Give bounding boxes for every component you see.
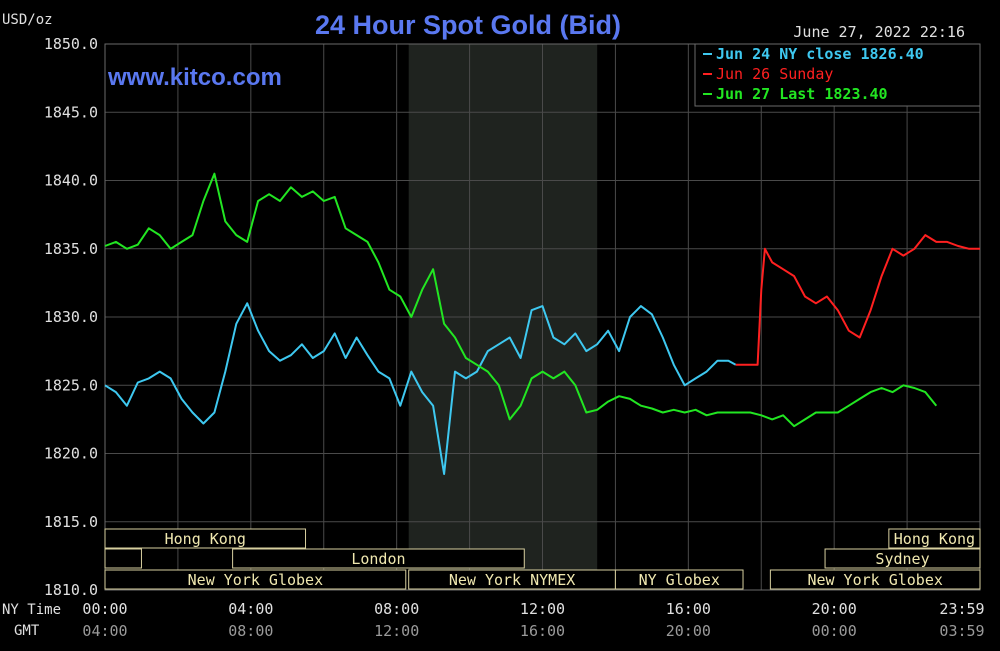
ny-time-tick: 16:00 <box>666 600 711 618</box>
plot-border <box>104 43 981 591</box>
session-label: New York NYMEX <box>449 571 575 589</box>
ny-time-tick: 23:59 <box>939 600 984 618</box>
legend-sunday: Jun 26 Sunday <box>716 65 833 83</box>
chart-title: 24 Hour Spot Gold (Bid) <box>315 10 621 40</box>
session-bar <box>232 548 525 569</box>
session-bars: Hong Kong Hong Kong London Sydney New York G… <box>104 528 981 590</box>
session-bar <box>104 569 407 590</box>
ny-time-tick: 08:00 <box>374 600 419 618</box>
website-label: www.kitco.com <box>107 64 282 91</box>
gmt-tick: 08:00 <box>228 622 273 640</box>
session-label: New York Globex <box>188 571 323 589</box>
ny-time-tick: 00:00 <box>82 600 127 618</box>
session-label: NY Globex <box>639 571 720 589</box>
y-tick-label: 1850.0 <box>44 35 98 53</box>
legend-last: Jun 27 Last 1823.40 <box>716 85 888 103</box>
session-bar <box>824 548 981 569</box>
gmt-tick: 16:00 <box>520 622 565 640</box>
session-label: Hong Kong <box>165 530 246 548</box>
session-bar <box>614 569 744 590</box>
legend-box <box>694 43 981 107</box>
session-bar <box>104 528 307 549</box>
session-label: Hong Kong <box>894 530 975 548</box>
y-tick-label: 1825.0 <box>44 376 98 394</box>
series-line-0 <box>104 302 737 475</box>
ny-time-tick: 04:00 <box>228 600 273 618</box>
y-tick-label: 1815.0 <box>44 513 98 531</box>
legend: Jun 24 NY close 1826.40 Jun 26 Sunday Ju… <box>694 43 981 107</box>
series-lines <box>104 172 980 475</box>
y-tick-label: 1835.0 <box>44 240 98 258</box>
y-tick-label: 1830.0 <box>44 308 98 326</box>
gmt-tick: 12:00 <box>374 622 419 640</box>
ny-time-tick: 12:00 <box>520 600 565 618</box>
x-axis-ticks: 00:00 04:00 08:00 12:00 16:00 20:00 23:59 04:00… <box>82 600 984 640</box>
series-line-2 <box>104 172 938 428</box>
gmt-tick: 03:59 <box>939 622 984 640</box>
grid-lines <box>105 44 980 590</box>
gmt-tick: 00:00 <box>812 622 857 640</box>
ny-time-label: NY Time <box>2 602 61 618</box>
gmt-label: GMT <box>14 623 40 639</box>
session-bar <box>888 528 981 549</box>
session-bar <box>769 569 981 590</box>
ny-time-tick: 20:00 <box>812 600 857 618</box>
gmt-tick: 20:00 <box>666 622 711 640</box>
y-tick-label: 1820.0 <box>44 445 98 463</box>
y-tick-label: 1840.0 <box>44 172 98 190</box>
legend-ny-close: Jun 24 NY close 1826.40 <box>716 45 924 63</box>
y-tick-label: 1810.0 <box>44 581 98 599</box>
session-label: Sydney <box>875 550 929 568</box>
timestamp: June 27, 2022 22:16 <box>793 23 965 41</box>
y-axis-ticks: 1850.0 1845.0 1840.0 1835.0 1830.0 1825.0 1820… <box>44 35 98 599</box>
session-label: London <box>351 550 405 568</box>
session-bar <box>104 548 142 569</box>
unit-label: USD/oz <box>2 12 53 28</box>
session-label: New York Globex <box>807 571 942 589</box>
y-tick-label: 1845.0 <box>44 103 98 121</box>
series-line-1 <box>735 234 980 366</box>
gmt-tick: 04:00 <box>82 622 127 640</box>
